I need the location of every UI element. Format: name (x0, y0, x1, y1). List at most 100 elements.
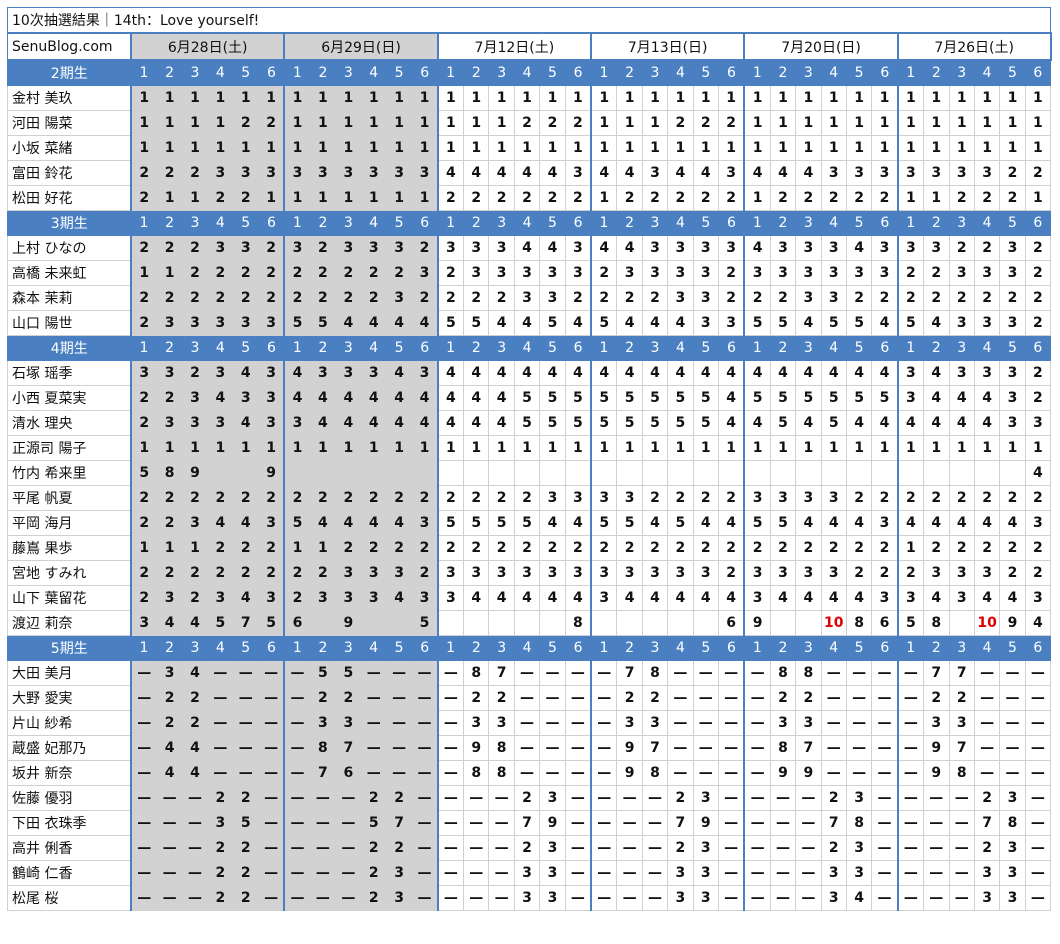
result-cell: 2 (973, 285, 1001, 311)
result-cell: 5 (564, 385, 592, 411)
result-cell: 2 (385, 260, 413, 286)
result-cell: 2 (717, 535, 745, 561)
result-cell: 4 (181, 610, 209, 636)
member-name: 松尾 桜 (7, 885, 132, 911)
result-cell: 4 (181, 760, 209, 786)
result-cell: 3 (820, 160, 847, 186)
result-cell: 5 (463, 310, 490, 336)
result-cell: — (257, 785, 285, 811)
result-cell: 5 (207, 610, 234, 636)
result-cell: 2 (130, 285, 158, 311)
result-cell: 1 (181, 435, 209, 461)
result-cell: — (590, 735, 618, 761)
member-row: 山口 陽世 2 3 3 3 3 3 5 5 4 4 4 4 5 5 4 4 5 4 5 4 4 4 3 3 5 5 4 5 5 4 5 4 3 3 3… (7, 310, 1052, 336)
result-cell: — (999, 660, 1026, 686)
result-cell: 5 (845, 385, 873, 411)
result-cell: 3 (257, 360, 285, 386)
result-cell: 3 (871, 510, 899, 536)
result-cell: 2 (717, 560, 745, 586)
result-cell: 1 (999, 85, 1026, 111)
slot-number: 2 (616, 210, 643, 236)
result-cell: 2 (871, 485, 899, 511)
result-cell: 7 (795, 735, 822, 761)
result-cell: — (232, 660, 259, 686)
result-cell: 4 (156, 610, 183, 636)
slot-number: 4 (973, 210, 1001, 236)
result-cell: 4 (1024, 460, 1052, 486)
result-cell: 3 (257, 510, 285, 536)
result-cell: 4 (539, 585, 566, 611)
result-cell: — (590, 760, 618, 786)
result-cell: 4 (769, 360, 797, 386)
slot-number: 3 (641, 210, 669, 236)
result-cell: — (717, 685, 745, 711)
result-cell: 3 (692, 235, 719, 261)
result-cell: 3 (539, 560, 566, 586)
result-cell: 1 (411, 85, 439, 111)
result-cell: 3 (616, 485, 643, 511)
result-cell: 1 (207, 435, 234, 461)
slot-number: 6 (564, 335, 592, 361)
result-cell: — (896, 735, 925, 761)
result-cell: 4 (923, 510, 950, 536)
result-cell: 2 (232, 785, 259, 811)
result-cell: 8 (769, 735, 797, 761)
result-cell: — (257, 860, 285, 886)
result-cell: 1 (309, 135, 337, 161)
member-row: 河田 陽菜 1 1 1 1 2 2 1 1 1 1 1 1 1 1 1 2 2 2 1 1 1 2 2 2 1 1 1 1 1 1 1 1 1 1 1… (7, 110, 1052, 136)
result-cell: 1 (385, 110, 413, 136)
result-cell (871, 460, 899, 486)
result-cell: 5 (667, 510, 694, 536)
result-cell: 2 (130, 410, 158, 436)
slot-number: 2 (923, 59, 950, 86)
result-cell: 3 (335, 560, 362, 586)
result-cell: 1 (207, 85, 234, 111)
result-cell: 2 (411, 285, 439, 311)
result-cell: 5 (692, 385, 719, 411)
result-cell: 8 (769, 660, 797, 686)
result-cell: — (539, 735, 566, 761)
generation-header-row: 3期生 1 2 3 4 5 6 1 2 3 4 5 6 1 2 3 4 5 6 1 2 3 4 5 6 1 2 3 4 5 6 1 2 3 4 5 6 (7, 210, 1052, 236)
slot-number: 6 (564, 635, 592, 661)
result-cell: 9 (923, 760, 950, 786)
result-cell: 3 (923, 560, 950, 586)
result-cell: 3 (411, 585, 439, 611)
result-cell: 4 (488, 585, 515, 611)
result-cell: 2 (820, 535, 847, 561)
result-cell: 1 (411, 135, 439, 161)
result-cell: — (463, 835, 490, 861)
result-cell: 2 (948, 485, 975, 511)
result-cell: 2 (130, 510, 158, 536)
result-cell: 8 (948, 760, 975, 786)
member-row: 松尾 桜 — — —2 2— — — —2 3— — — —3 3— — — —3 3— — — —3 4— — — —3 3— (7, 885, 1052, 911)
result-cell: 2 (743, 535, 771, 561)
result-cell: — (463, 810, 490, 836)
result-cell: 3 (335, 585, 362, 611)
result-cell: — (181, 835, 209, 861)
result-cell: — (436, 735, 465, 761)
result-cell: 2 (156, 385, 183, 411)
result-cell: — (564, 735, 592, 761)
slot-number: 1 (437, 635, 465, 661)
slot-number: 1 (590, 210, 618, 236)
result-cell: 1 (385, 135, 413, 161)
result-cell: — (590, 835, 618, 861)
result-cell: 4 (743, 360, 771, 386)
result-cell (641, 610, 669, 636)
result-cell: 4 (743, 235, 771, 261)
slot-number: 5 (385, 59, 413, 86)
result-cell: 3 (845, 860, 873, 886)
result-cell: 2 (360, 260, 387, 286)
result-cell: — (130, 860, 158, 886)
result-cell: 1 (923, 110, 950, 136)
result-cell: 3 (283, 410, 311, 436)
result-cell: 3 (130, 360, 158, 386)
result-cell: 9 (335, 610, 362, 636)
result-cell: 7 (641, 735, 669, 761)
result-cell: 4 (616, 360, 643, 386)
result-cell: 3 (667, 235, 694, 261)
result-cell (667, 610, 694, 636)
member-name: 鶴崎 仁香 (7, 860, 132, 886)
member-name: 河田 陽菜 (7, 110, 132, 136)
result-cell: — (232, 760, 259, 786)
